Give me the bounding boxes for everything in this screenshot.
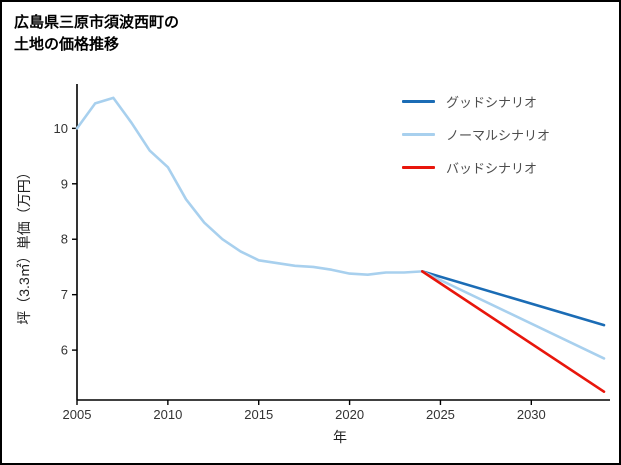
x-tick-label: 2025 <box>426 407 455 422</box>
series-line-実績 <box>75 96 424 277</box>
legend-line-normal <box>402 132 435 137</box>
legend-line-good <box>402 99 435 104</box>
chart-title: 広島県三原市須波西町の 土地の価格推移 <box>14 12 179 56</box>
y-tick-label: 7 <box>61 287 68 302</box>
legend-line-bad <box>402 165 435 170</box>
legend-label-normal: ノーマルシナリオ <box>446 128 551 143</box>
x-axis-label: 年 <box>333 429 347 445</box>
chart-title-line1: 広島県三原市須波西町の <box>14 14 180 31</box>
legend-item-good: グッドシナリオ <box>402 92 550 111</box>
chart-legend: グッドシナリオ ノーマルシナリオ バッドシナリオ <box>402 92 550 177</box>
x-tick-label: 2020 <box>335 407 364 422</box>
x-tick-label: 2015 <box>244 407 273 422</box>
y-tick-label: 9 <box>61 176 68 191</box>
series-line-ノーマルシナリオ <box>420 270 606 360</box>
y-tick-label: 10 <box>54 121 68 136</box>
chart-title-line2: 土地の価格推移 <box>14 36 120 53</box>
legend-item-bad: バッドシナリオ <box>402 158 550 177</box>
series-line-グッドシナリオ <box>420 270 606 327</box>
legend-label-good: グッドシナリオ <box>446 95 538 110</box>
x-tick-label: 2010 <box>153 407 182 422</box>
y-tick-label: 6 <box>61 343 68 358</box>
legend-label-bad: バッドシナリオ <box>446 161 538 176</box>
y-tick-label: 8 <box>61 232 68 247</box>
x-tick-label: 2005 <box>63 407 92 422</box>
x-tick-label: 2030 <box>517 407 546 422</box>
series-line-バッドシナリオ <box>420 270 606 393</box>
legend-item-normal: ノーマルシナリオ <box>402 125 550 144</box>
